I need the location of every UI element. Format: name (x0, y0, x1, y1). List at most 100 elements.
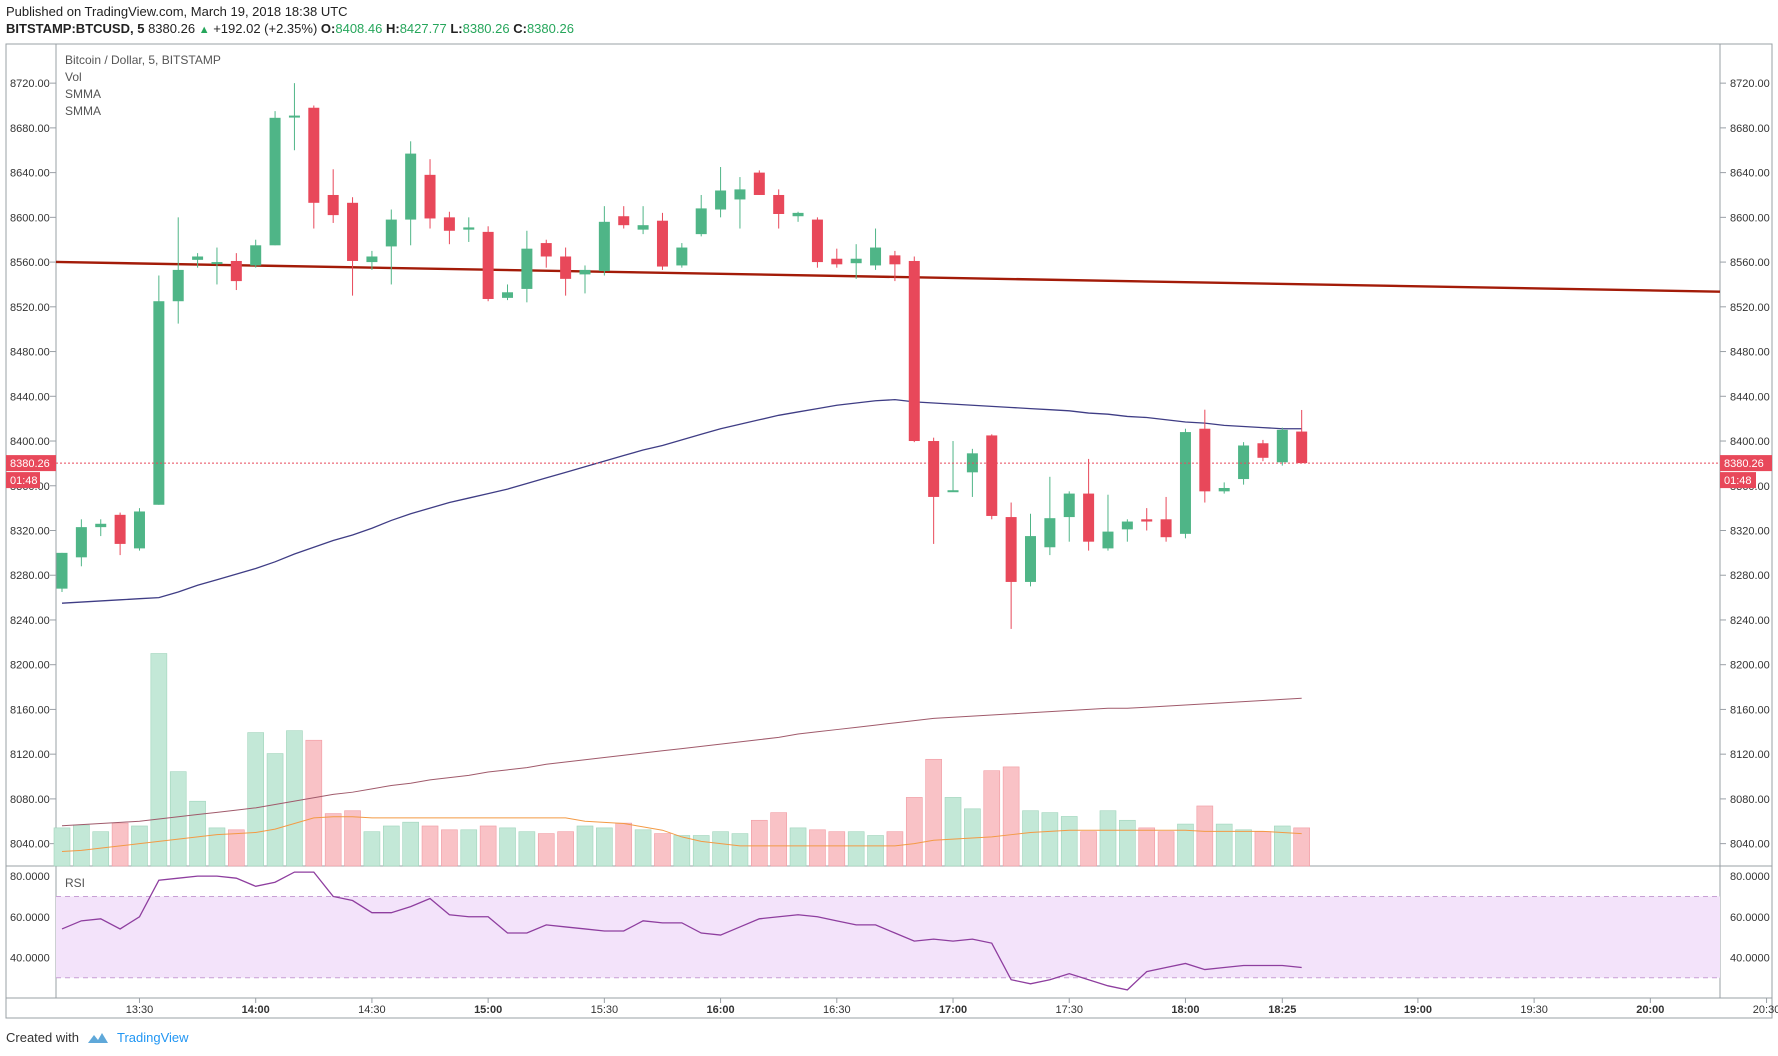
volume-bar (886, 831, 904, 867)
trendline[interactable] (55, 260, 1721, 293)
candle (656, 212, 668, 270)
candle (947, 441, 959, 493)
price-tick-right: 8240.00 (1730, 615, 1770, 627)
candle (56, 552, 68, 592)
time-tick-label: 20:30 (1753, 1004, 1778, 1016)
volume-bar (537, 833, 555, 867)
candle-body (56, 552, 68, 589)
candle-body (1005, 517, 1017, 582)
price-tick-left: 8720.00 (10, 78, 50, 90)
candle-body (1257, 443, 1269, 458)
volume-bar (150, 653, 168, 867)
candle (1257, 439, 1269, 462)
low-label: L: (450, 21, 463, 36)
volume-bar (731, 833, 749, 867)
candle-body (308, 107, 320, 203)
volume-ma-long-line (61, 697, 1302, 827)
symbol-line: BITSTAMP:BTCUSD, 5 8380.26 ▲ +192.02 (+2… (6, 21, 574, 36)
legend-smma-1: SMMA (65, 87, 101, 101)
candle (521, 230, 533, 303)
price-tick-left: 8200.00 (10, 660, 50, 672)
candle-body (1025, 536, 1036, 582)
volume-bar (460, 829, 478, 867)
time-tick-label: 19:00 (1404, 1004, 1432, 1016)
candle (347, 197, 359, 296)
candle (250, 239, 262, 268)
candle (598, 206, 610, 276)
candle-body (1276, 429, 1288, 463)
volume-bar (751, 819, 768, 867)
price-tick-left: 8320.00 (10, 525, 50, 537)
open-label: O: (320, 21, 336, 36)
volume-bar (673, 835, 691, 867)
candle (637, 206, 649, 235)
price-tick-right: 8400.00 (1730, 436, 1770, 448)
volume-bar (441, 829, 458, 867)
smma-price-line (61, 398, 1302, 604)
price-chart[interactable]: 8720.00 8720.00 8680.00 8680.00 8640.00 8640.… (0, 0, 1778, 1030)
candle-body (734, 189, 746, 200)
candle (695, 194, 707, 237)
time-axis: 13:30 14:00 14:30 15:00 15:30 16:00 16:30 17:00… (126, 998, 1778, 1016)
volume-bar (324, 813, 342, 867)
candle-body (482, 231, 494, 299)
candle (443, 211, 455, 245)
tradingview-link[interactable]: TradingView (116, 1030, 189, 1045)
price-tick-right: 8040.00 (1730, 839, 1770, 851)
volume-bar (944, 797, 962, 867)
price-tick-left: 8400.00 (10, 436, 50, 448)
volume-bar (828, 831, 846, 867)
candle-body (1199, 428, 1211, 492)
volume-bar (111, 822, 129, 867)
volume-bar (557, 831, 574, 867)
candle-body (521, 248, 533, 289)
rsi-line (61, 871, 1302, 991)
candle-body (811, 219, 823, 263)
volume-bar (1196, 805, 1214, 867)
candle-body (715, 190, 727, 210)
volume-bar (1254, 831, 1272, 867)
price-tick-right: 8320.00 (1730, 525, 1770, 537)
candle (308, 105, 320, 229)
rsi-pane: 80.0000 80.0000 60.0000 60.0000 40.0000 40.00… (10, 871, 1770, 991)
candle (1179, 428, 1191, 539)
candle (753, 170, 765, 195)
candle-body (773, 194, 785, 214)
candle (327, 169, 339, 223)
candle (1218, 482, 1230, 494)
volume-bar (770, 812, 787, 867)
candle (366, 250, 378, 270)
candle-body (889, 255, 901, 265)
candle (715, 167, 727, 218)
candle (153, 275, 165, 505)
candle (792, 211, 804, 222)
price-tick-right: 8280.00 (1730, 570, 1770, 582)
candle-body (1238, 445, 1250, 480)
volume-bar (1177, 823, 1194, 867)
low-value: 8380.26 (462, 21, 510, 36)
volume-bar (402, 821, 419, 867)
close-label: C: (513, 21, 527, 36)
legend-smma-2: SMMA (65, 104, 101, 118)
candle-body (172, 269, 184, 302)
price-tick-left: 8520.00 (10, 302, 50, 314)
volume-bar (247, 732, 264, 867)
volume-bar (499, 827, 516, 867)
tradingview-logo-icon[interactable] (87, 1031, 109, 1045)
price-tick-left: 8240.00 (10, 615, 50, 627)
volume-bar (867, 835, 884, 867)
time-tick-label: 16:00 (707, 1004, 735, 1016)
volume-bar (479, 825, 497, 867)
volume-bar (382, 825, 400, 867)
candle-body (986, 435, 998, 516)
price-tick-right: 8520.00 (1730, 302, 1770, 314)
candle-body (947, 490, 959, 493)
time-tick-label: 17:30 (1055, 1004, 1083, 1016)
candle-body (540, 243, 552, 257)
volume-bar (1080, 831, 1097, 867)
candle-body (695, 208, 707, 235)
price-tick-right: 8480.00 (1730, 347, 1770, 359)
volume-ma-lines (61, 697, 1302, 852)
volume-bar (847, 831, 865, 867)
volume-bar (266, 753, 284, 867)
